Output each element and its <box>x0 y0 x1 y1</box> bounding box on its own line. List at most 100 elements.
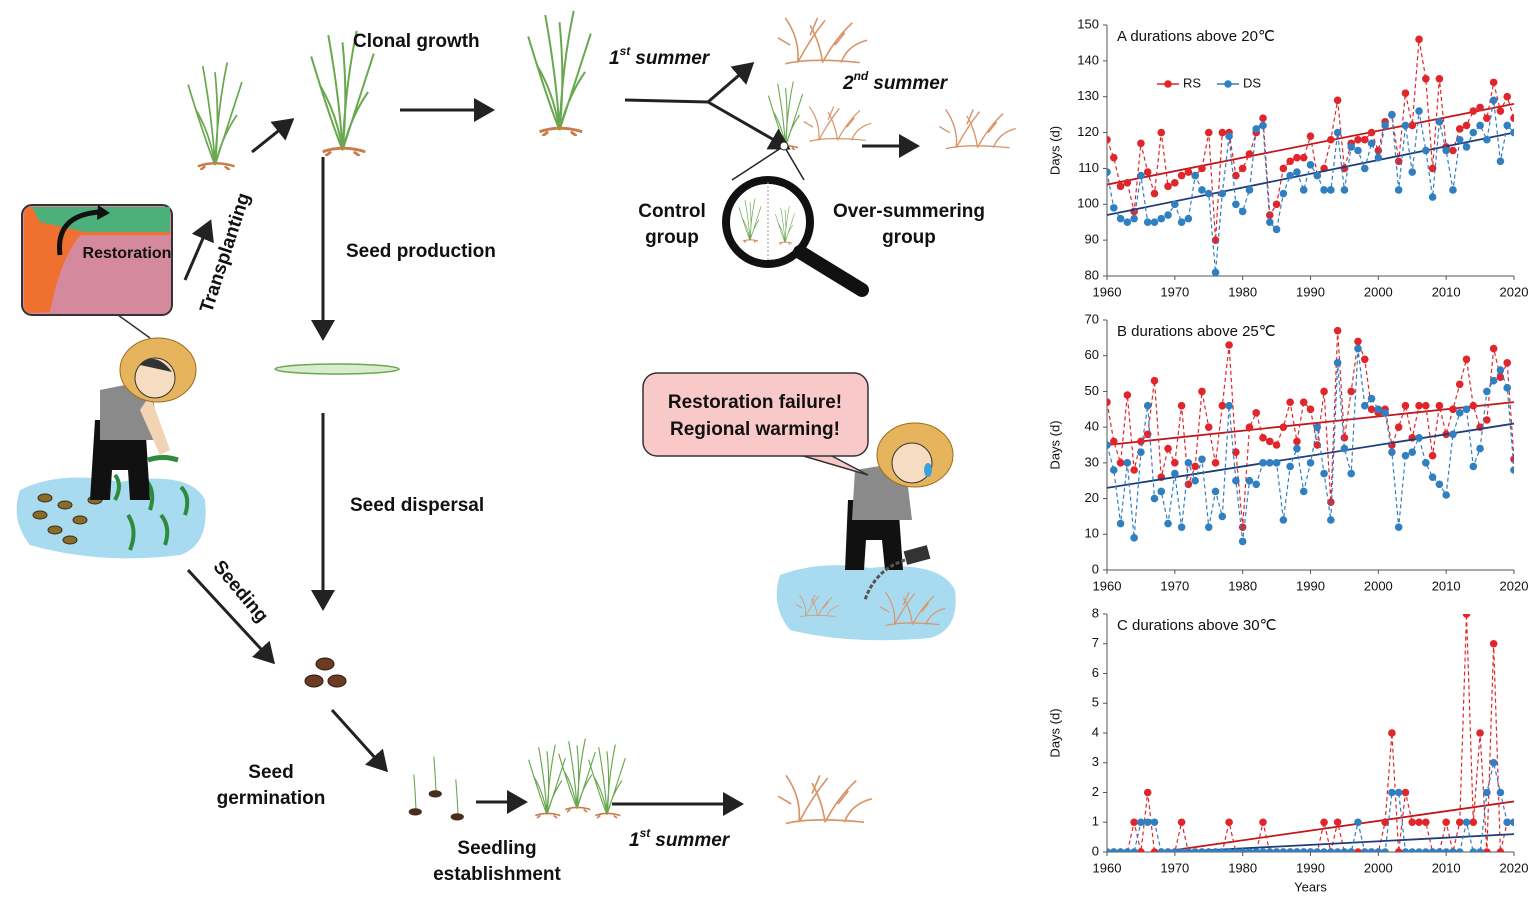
data-point <box>1177 218 1186 227</box>
data-point <box>1415 818 1423 827</box>
x-tick-label: 2020 <box>1500 860 1529 875</box>
speech-line: Regional warming! <box>670 419 840 440</box>
data-point <box>1211 459 1220 467</box>
data-point <box>1150 376 1159 385</box>
dried-seagrass <box>803 105 872 142</box>
data-point <box>1374 153 1383 162</box>
data-point <box>1279 848 1288 852</box>
data-point <box>1238 848 1247 852</box>
data-point <box>1455 125 1464 133</box>
data-point <box>1232 848 1240 852</box>
data-point <box>1415 434 1423 442</box>
data-point <box>1347 387 1355 396</box>
data-point <box>1510 466 1514 474</box>
data-point <box>1388 448 1396 456</box>
data-point <box>1388 110 1396 119</box>
data-point <box>1225 341 1233 349</box>
data-point <box>1218 848 1227 852</box>
data-point <box>1299 186 1308 194</box>
data-point <box>1320 848 1328 852</box>
data-point <box>1306 848 1315 852</box>
data-point <box>1388 788 1396 797</box>
data-point <box>1340 434 1349 442</box>
data-point <box>1388 729 1396 737</box>
data-point <box>1476 444 1484 453</box>
data-point <box>1306 132 1315 140</box>
data-point <box>1232 200 1240 209</box>
data-point <box>1204 128 1213 137</box>
data-point <box>1171 848 1179 852</box>
data-point <box>1327 516 1335 524</box>
x-axis-label: Years <box>1294 879 1327 894</box>
data-point <box>1462 143 1471 151</box>
data-point <box>1143 818 1152 827</box>
data-point <box>1455 409 1464 417</box>
data-point <box>1130 818 1138 827</box>
stage-label: Seeding <box>209 557 273 627</box>
dried-seedlings <box>777 774 873 825</box>
data-point <box>1401 451 1410 460</box>
data-point <box>1204 523 1213 531</box>
seedling <box>428 755 443 799</box>
data-point <box>1164 519 1172 528</box>
data-point <box>1109 437 1118 446</box>
label-superscript: st <box>620 44 632 58</box>
data-point <box>1320 387 1328 396</box>
data-point <box>1408 818 1417 827</box>
data-point <box>1123 459 1132 467</box>
data-point <box>1354 344 1362 353</box>
data-point <box>1232 448 1240 456</box>
seedling <box>450 778 465 822</box>
data-point <box>1449 430 1457 439</box>
data-point <box>1496 157 1505 166</box>
data-point <box>1218 128 1227 137</box>
data-point <box>1306 459 1315 467</box>
data-point <box>1177 818 1186 827</box>
data-point <box>1408 848 1417 852</box>
data-point <box>1157 487 1166 496</box>
data-point <box>1109 466 1118 474</box>
data-point <box>1191 462 1199 471</box>
data-point <box>1272 459 1281 467</box>
data-point <box>1245 186 1254 194</box>
x-tick-label: 1980 <box>1228 578 1257 593</box>
data-point <box>1232 476 1240 485</box>
data-point <box>1435 118 1444 126</box>
y-tick-label: 7 <box>1092 635 1099 650</box>
data-point <box>1245 423 1254 431</box>
data-point <box>1279 516 1288 524</box>
data-point <box>1225 132 1233 140</box>
stage-label: Seed production <box>346 241 496 262</box>
data-point <box>1503 121 1512 130</box>
data-point <box>1252 409 1261 417</box>
data-point <box>1401 89 1410 97</box>
data-point <box>1252 480 1261 489</box>
data-point <box>1259 818 1267 827</box>
data-point <box>1469 462 1478 471</box>
data-point <box>1381 848 1389 852</box>
y-tick-label: 80 <box>1085 267 1099 282</box>
data-point <box>1320 469 1328 478</box>
data-point <box>1449 848 1457 852</box>
y-tick-label: 0 <box>1092 843 1099 858</box>
x-tick-label: 2000 <box>1364 284 1393 299</box>
data-point <box>1245 476 1254 485</box>
data-point <box>1320 818 1328 827</box>
data-point <box>1462 614 1471 618</box>
x-tick-label: 1970 <box>1160 578 1189 593</box>
data-point <box>1198 455 1206 464</box>
data-point <box>1503 384 1512 392</box>
stage-label: Clonal growth <box>353 31 480 52</box>
x-tick-label: 1980 <box>1228 860 1257 875</box>
data-point <box>1503 818 1512 827</box>
data-point <box>1198 848 1206 852</box>
data-point <box>1279 189 1288 198</box>
data-point <box>1150 494 1159 503</box>
data-point <box>1340 186 1349 194</box>
data-point <box>1381 409 1389 417</box>
y-tick-label: 130 <box>1077 88 1099 103</box>
data-point <box>1137 437 1145 446</box>
data-point <box>1137 448 1145 456</box>
data-point <box>1354 337 1362 346</box>
data-point <box>1469 128 1478 137</box>
